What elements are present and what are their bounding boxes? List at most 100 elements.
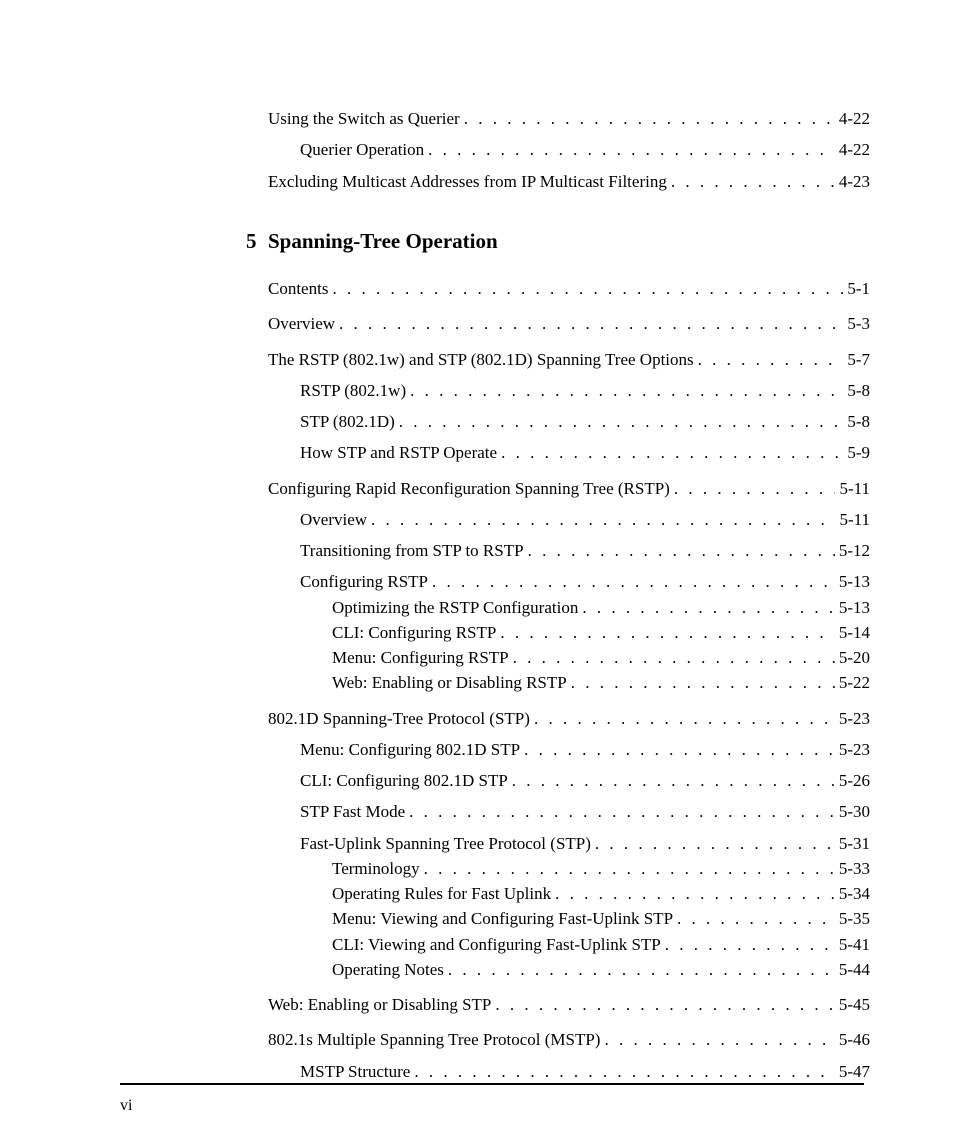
toc-label: Operating Rules for Fast Uplink — [332, 883, 551, 904]
toc-leader-dots — [444, 959, 835, 980]
toc-page-ref: 5-46 — [835, 1029, 870, 1050]
chapter-title: Spanning-Tree Operation — [268, 229, 498, 253]
toc-label: Web: Enabling or Disabling RSTP — [332, 672, 567, 693]
toc-leader-dots — [509, 647, 835, 668]
toc-entry: 802.1D Spanning-Tree Protocol (STP) 5-23 — [268, 708, 870, 729]
toc-leader-dots — [567, 672, 835, 693]
toc-label: Menu: Configuring RSTP — [332, 647, 509, 668]
toc-leader-dots — [491, 994, 834, 1015]
toc-entry: RSTP (802.1w) 5-8 — [268, 380, 870, 401]
toc-page-ref: 5-14 — [835, 622, 870, 643]
toc-page-ref: 5-11 — [835, 509, 870, 530]
toc-label: Using the Switch as Querier — [268, 108, 460, 129]
toc-label: Transitioning from STP to RSTP — [300, 540, 524, 561]
toc-entry: Overview 5-3 — [268, 313, 870, 334]
toc-entry: Menu: Viewing and Configuring Fast-Uplin… — [268, 908, 870, 929]
toc-label: 802.1s Multiple Spanning Tree Protocol (… — [268, 1029, 600, 1050]
toc-page-ref: 5-13 — [835, 597, 870, 618]
toc-page-ref: 5-31 — [835, 833, 870, 854]
toc-label: Terminology — [332, 858, 420, 879]
toc-entry: CLI: Viewing and Configuring Fast-Uplink… — [268, 934, 870, 955]
toc-label: CLI: Viewing and Configuring Fast-Uplink… — [332, 934, 661, 955]
chapter-number: 5 — [246, 228, 257, 254]
toc-entry: CLI: Configuring RSTP 5-14 — [268, 622, 870, 643]
toc-leader-dots — [410, 1061, 834, 1082]
toc-entry: Web: Enabling or Disabling RSTP 5-22 — [268, 672, 870, 693]
toc-page-ref: 5-7 — [843, 349, 870, 370]
toc-entry: STP Fast Mode 5-30 — [268, 801, 870, 822]
toc-page-ref: 5-12 — [835, 540, 870, 561]
toc-entry: Configuring Rapid Reconfiguration Spanni… — [268, 478, 870, 499]
toc-leader-dots — [694, 349, 844, 370]
toc-entry: Transitioning from STP to RSTP 5-12 — [268, 540, 870, 561]
toc-leader-dots — [428, 571, 835, 592]
toc-page-ref: 5-23 — [835, 739, 870, 760]
toc-page-ref: 5-13 — [835, 571, 870, 592]
toc-page-ref: 5-20 — [835, 647, 870, 668]
toc-leader-dots — [508, 770, 835, 791]
toc-entry: MSTP Structure 5-47 — [268, 1061, 870, 1082]
toc-page-ref: 5-11 — [835, 478, 870, 499]
toc-leader-dots — [367, 509, 835, 530]
toc-entry: Menu: Configuring 802.1D STP 5-23 — [268, 739, 870, 760]
toc-label: How STP and RSTP Operate — [300, 442, 497, 463]
toc-entry: Overview 5-11 — [268, 509, 870, 530]
toc-page-ref: 5-45 — [835, 994, 870, 1015]
toc-entry: Configuring RSTP 5-13 — [268, 571, 870, 592]
toc-page-ref: 5-8 — [843, 380, 870, 401]
toc-leader-dots — [600, 1029, 834, 1050]
toc-label: Menu: Configuring 802.1D STP — [300, 739, 520, 760]
toc-page-ref: 5-1 — [843, 278, 870, 299]
toc-page-ref: 4-22 — [835, 139, 870, 160]
toc-entry: The RSTP (802.1w) and STP (802.1D) Spann… — [268, 349, 870, 370]
toc-page-ref: 5-41 — [835, 934, 870, 955]
toc-label: STP Fast Mode — [300, 801, 405, 822]
page: Using the Switch as Querier 4-22 Querier… — [0, 0, 954, 1145]
toc-leader-dots — [406, 380, 843, 401]
toc-leader-dots — [591, 833, 835, 854]
toc-entry: Terminology 5-33 — [268, 858, 870, 879]
toc-entry: 802.1s Multiple Spanning Tree Protocol (… — [268, 1029, 870, 1050]
toc-label: Operating Notes — [332, 959, 444, 980]
toc-page-ref: 5-9 — [843, 442, 870, 463]
toc-leader-dots — [530, 708, 835, 729]
footer-rule — [120, 1083, 864, 1085]
toc-label: Configuring Rapid Reconfiguration Spanni… — [268, 478, 670, 499]
toc-page-ref: 5-35 — [835, 908, 870, 929]
toc-leader-dots — [578, 597, 834, 618]
toc-leader-dots — [405, 801, 835, 822]
toc-label: Overview — [300, 509, 367, 530]
toc-label: RSTP (802.1w) — [300, 380, 406, 401]
toc-leader-dots — [670, 478, 836, 499]
toc-leader-dots — [673, 908, 835, 929]
toc-leader-dots — [497, 442, 843, 463]
toc-label: STP (802.1D) — [300, 411, 395, 432]
page-number: vi — [120, 1097, 132, 1115]
toc-page-ref: 5-34 — [835, 883, 870, 904]
toc-label: Menu: Viewing and Configuring Fast-Uplin… — [332, 908, 673, 929]
toc-label: Contents — [268, 278, 328, 299]
table-of-contents: Using the Switch as Querier 4-22 Querier… — [268, 108, 870, 1082]
toc-leader-dots — [460, 108, 835, 129]
toc-label: Querier Operation — [300, 139, 424, 160]
toc-entry: Optimizing the RSTP Configuration 5-13 — [268, 597, 870, 618]
toc-entry: Contents 5-1 — [268, 278, 870, 299]
toc-entry: Querier Operation 4-22 — [268, 139, 870, 160]
toc-leader-dots — [395, 411, 844, 432]
toc-entry: Web: Enabling or Disabling STP 5-45 — [268, 994, 870, 1015]
toc-page-ref: 5-3 — [843, 313, 870, 334]
toc-page-ref: 4-23 — [835, 171, 870, 192]
toc-leader-dots — [667, 171, 835, 192]
toc-leader-dots — [424, 139, 835, 160]
toc-label: CLI: Configuring RSTP — [332, 622, 496, 643]
toc-label: Optimizing the RSTP Configuration — [332, 597, 578, 618]
toc-entry: Menu: Configuring RSTP 5-20 — [268, 647, 870, 668]
toc-label: CLI: Configuring 802.1D STP — [300, 770, 508, 791]
toc-label: Fast-Uplink Spanning Tree Protocol (STP) — [300, 833, 591, 854]
toc-entry: Operating Notes 5-44 — [268, 959, 870, 980]
toc-entry: STP (802.1D) 5-8 — [268, 411, 870, 432]
toc-page-ref: 4-22 — [835, 108, 870, 129]
toc-leader-dots — [524, 540, 835, 561]
toc-page-ref: 5-47 — [835, 1061, 870, 1082]
toc-label: Configuring RSTP — [300, 571, 428, 592]
